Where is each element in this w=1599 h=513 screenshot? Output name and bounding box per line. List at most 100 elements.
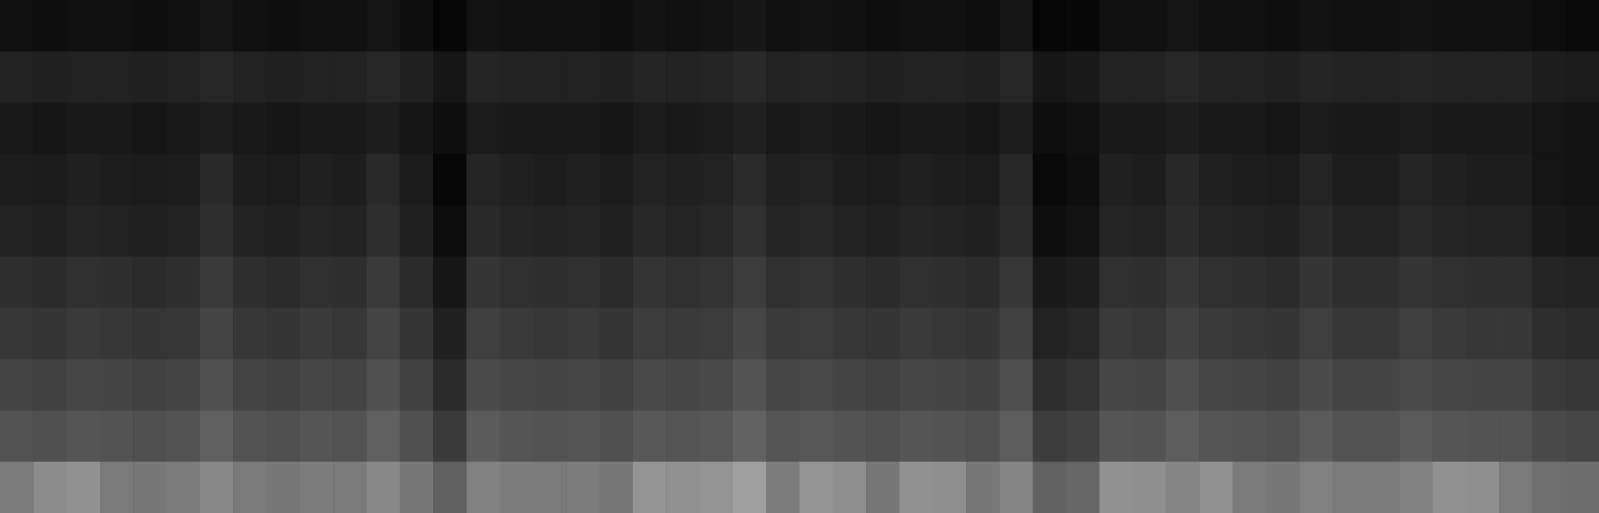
cell xyxy=(0,0,34,52)
cell xyxy=(1366,257,1400,309)
cell xyxy=(566,410,600,462)
cell xyxy=(233,257,267,309)
cell xyxy=(800,410,834,462)
cell xyxy=(866,51,900,103)
cell xyxy=(766,308,800,360)
cell xyxy=(133,257,167,309)
cell xyxy=(666,308,700,360)
cell xyxy=(466,308,500,360)
cell xyxy=(533,359,567,411)
cell xyxy=(633,0,667,52)
cell xyxy=(899,257,933,309)
cell xyxy=(766,51,800,103)
cell xyxy=(600,103,634,155)
cell xyxy=(67,308,101,360)
cell xyxy=(1133,359,1167,411)
cell xyxy=(466,205,500,257)
cell xyxy=(1066,359,1100,411)
cell xyxy=(1499,410,1533,462)
cell xyxy=(400,51,434,103)
cell xyxy=(966,51,1000,103)
cell xyxy=(899,0,933,52)
cell xyxy=(899,462,933,513)
cell xyxy=(733,51,767,103)
cell xyxy=(1233,205,1267,257)
cell xyxy=(1066,0,1100,52)
cell xyxy=(1466,103,1500,155)
cell xyxy=(933,154,967,206)
cell xyxy=(1399,51,1433,103)
cell xyxy=(700,257,734,309)
cell xyxy=(1233,410,1267,462)
cell xyxy=(1099,103,1133,155)
cell xyxy=(1033,308,1067,360)
cell xyxy=(566,0,600,52)
cell xyxy=(67,462,101,513)
cell xyxy=(1199,308,1233,360)
cell xyxy=(633,103,667,155)
cell xyxy=(500,410,534,462)
cell xyxy=(1199,410,1233,462)
cell xyxy=(1566,308,1599,360)
cell xyxy=(633,359,667,411)
cell xyxy=(1199,257,1233,309)
cell xyxy=(400,410,434,462)
cell xyxy=(1033,51,1067,103)
cell xyxy=(466,103,500,155)
heatmap-chart xyxy=(0,0,1599,513)
cell xyxy=(700,410,734,462)
cell xyxy=(1066,103,1100,155)
cell xyxy=(1499,51,1533,103)
cell xyxy=(200,103,234,155)
cell xyxy=(1466,257,1500,309)
cell xyxy=(833,359,867,411)
cell xyxy=(466,51,500,103)
cell xyxy=(100,51,134,103)
cell xyxy=(766,462,800,513)
cell xyxy=(267,257,301,309)
cell xyxy=(766,410,800,462)
cell xyxy=(566,359,600,411)
cell xyxy=(67,154,101,206)
cell xyxy=(366,410,400,462)
cell xyxy=(267,103,301,155)
cell xyxy=(1333,462,1367,513)
cell xyxy=(1233,257,1267,309)
cell xyxy=(33,410,67,462)
cell xyxy=(1566,0,1599,52)
cell xyxy=(366,257,400,309)
cell xyxy=(1399,257,1433,309)
cell xyxy=(300,359,334,411)
cell xyxy=(1233,462,1267,513)
cell xyxy=(966,257,1000,309)
cell xyxy=(466,154,500,206)
cell xyxy=(700,205,734,257)
cell xyxy=(466,462,500,513)
cell xyxy=(1166,154,1200,206)
cell xyxy=(333,0,367,52)
cell xyxy=(1166,103,1200,155)
cell xyxy=(1033,205,1067,257)
cell xyxy=(566,257,600,309)
cell xyxy=(1266,103,1300,155)
cell xyxy=(33,0,67,52)
cell xyxy=(800,257,834,309)
cell xyxy=(999,51,1033,103)
cell xyxy=(1366,462,1400,513)
cell xyxy=(1566,154,1599,206)
cell xyxy=(800,154,834,206)
cell xyxy=(100,257,134,309)
cell xyxy=(1266,257,1300,309)
cell xyxy=(700,51,734,103)
cell xyxy=(1333,308,1367,360)
cell xyxy=(133,410,167,462)
cell xyxy=(67,0,101,52)
cell xyxy=(533,257,567,309)
cell xyxy=(1099,462,1133,513)
cell xyxy=(500,51,534,103)
cell xyxy=(833,51,867,103)
cell xyxy=(1532,154,1566,206)
cell xyxy=(933,205,967,257)
cell xyxy=(733,410,767,462)
cell xyxy=(1099,0,1133,52)
